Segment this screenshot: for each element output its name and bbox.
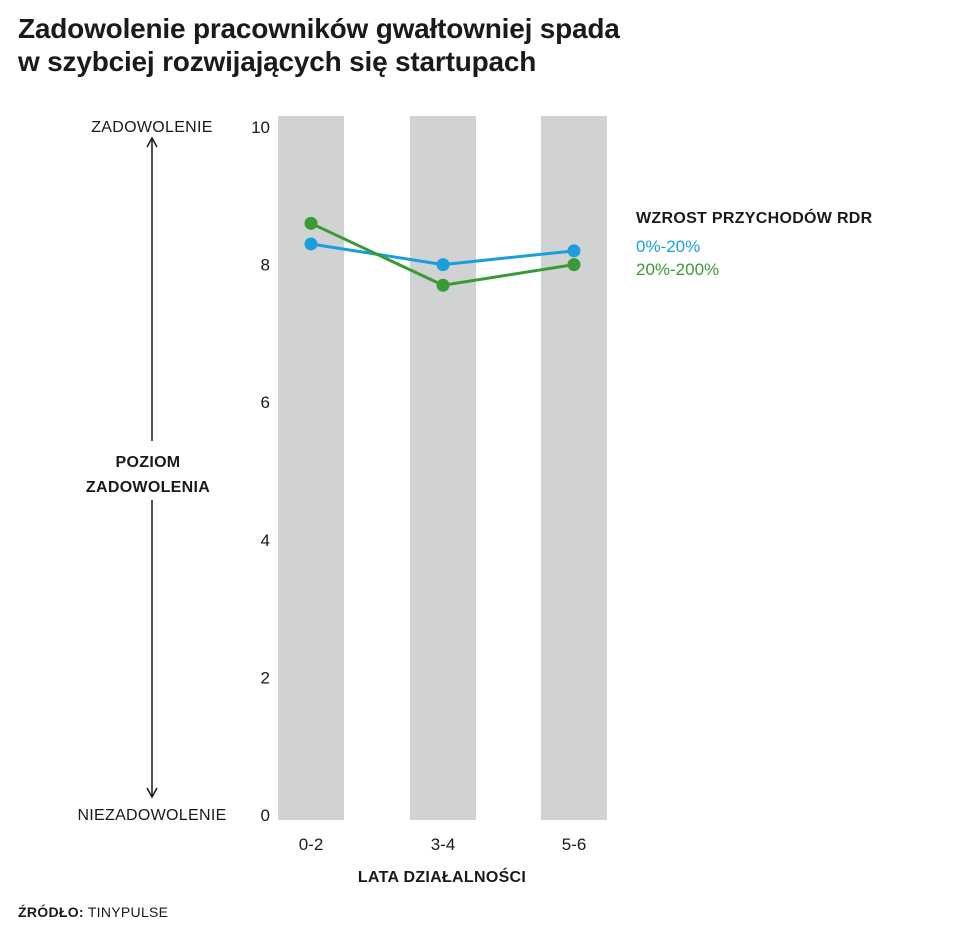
- y-axis-title-line-2: ZADOWOLENIA: [86, 479, 210, 496]
- series-2-point-0-2: [304, 216, 318, 230]
- category-bands: [278, 116, 607, 820]
- source-label: ŹRÓDŁO:: [18, 904, 84, 920]
- chart-title-line-1: Zadowolenie pracowników gwałtowniej spad…: [18, 13, 620, 44]
- chart-title: Zadowolenie pracowników gwałtowniej spad…: [18, 12, 620, 78]
- series-2-point-5-6: [567, 258, 581, 272]
- source-value: TINYPULSE: [87, 904, 169, 920]
- y-axis-bottom-label: NIEZADOWOLENIE: [77, 807, 226, 824]
- x-tick-label-5-6: 5-6: [562, 835, 587, 854]
- y-tick-label-0: 0: [261, 806, 270, 825]
- y-tick-label-10: 10: [251, 118, 270, 137]
- y-tick-label-2: 2: [261, 668, 270, 687]
- y-axis: ZADOWOLENIE POZIOM ZADOWOLENIA NIEZADOWO…: [77, 119, 226, 824]
- y-tick-label-6: 6: [261, 393, 270, 412]
- legend-entry-2: 20%-200%: [636, 260, 719, 279]
- legend-entry-1: 0%-20%: [636, 237, 700, 256]
- source-note: ŹRÓDŁO: TINYPULSE: [18, 904, 168, 920]
- series-1-point-3-4: [436, 258, 450, 272]
- data-series: [304, 216, 581, 292]
- category-band-5-6: [541, 116, 607, 820]
- x-tick-label-3-4: 3-4: [431, 835, 456, 854]
- y-axis-title-line-1: POZIOM: [116, 454, 181, 471]
- x-axis-title: LATA DZIAŁALNOŚCI: [358, 867, 526, 886]
- series-2-point-3-4: [436, 278, 450, 292]
- legend-entries: 0%-20% 20%-200%: [636, 237, 719, 279]
- series-2: [304, 216, 581, 292]
- legend: WZROST PRZYCHODÓW RDR 0%-20% 20%-200%: [636, 208, 873, 279]
- y-tick-label-8: 8: [261, 256, 270, 275]
- category-band-3-4: [410, 116, 476, 820]
- series-1-point-5-6: [567, 244, 581, 258]
- y-tick-label-4: 4: [261, 531, 270, 550]
- chart-title-line-2: w szybciej rozwijających się startupach: [18, 46, 537, 77]
- x-tick-labels: 0-2 3-4 5-6: [299, 835, 587, 854]
- y-axis-top-label: ZADOWOLENIE: [91, 119, 213, 136]
- y-tick-labels: 0 2 4 6 8 10: [251, 118, 270, 825]
- series-1: [304, 237, 581, 272]
- x-tick-label-0-2: 0-2: [299, 835, 324, 854]
- series-1-point-0-2: [304, 237, 318, 251]
- legend-title: WZROST PRZYCHODÓW RDR: [636, 208, 873, 227]
